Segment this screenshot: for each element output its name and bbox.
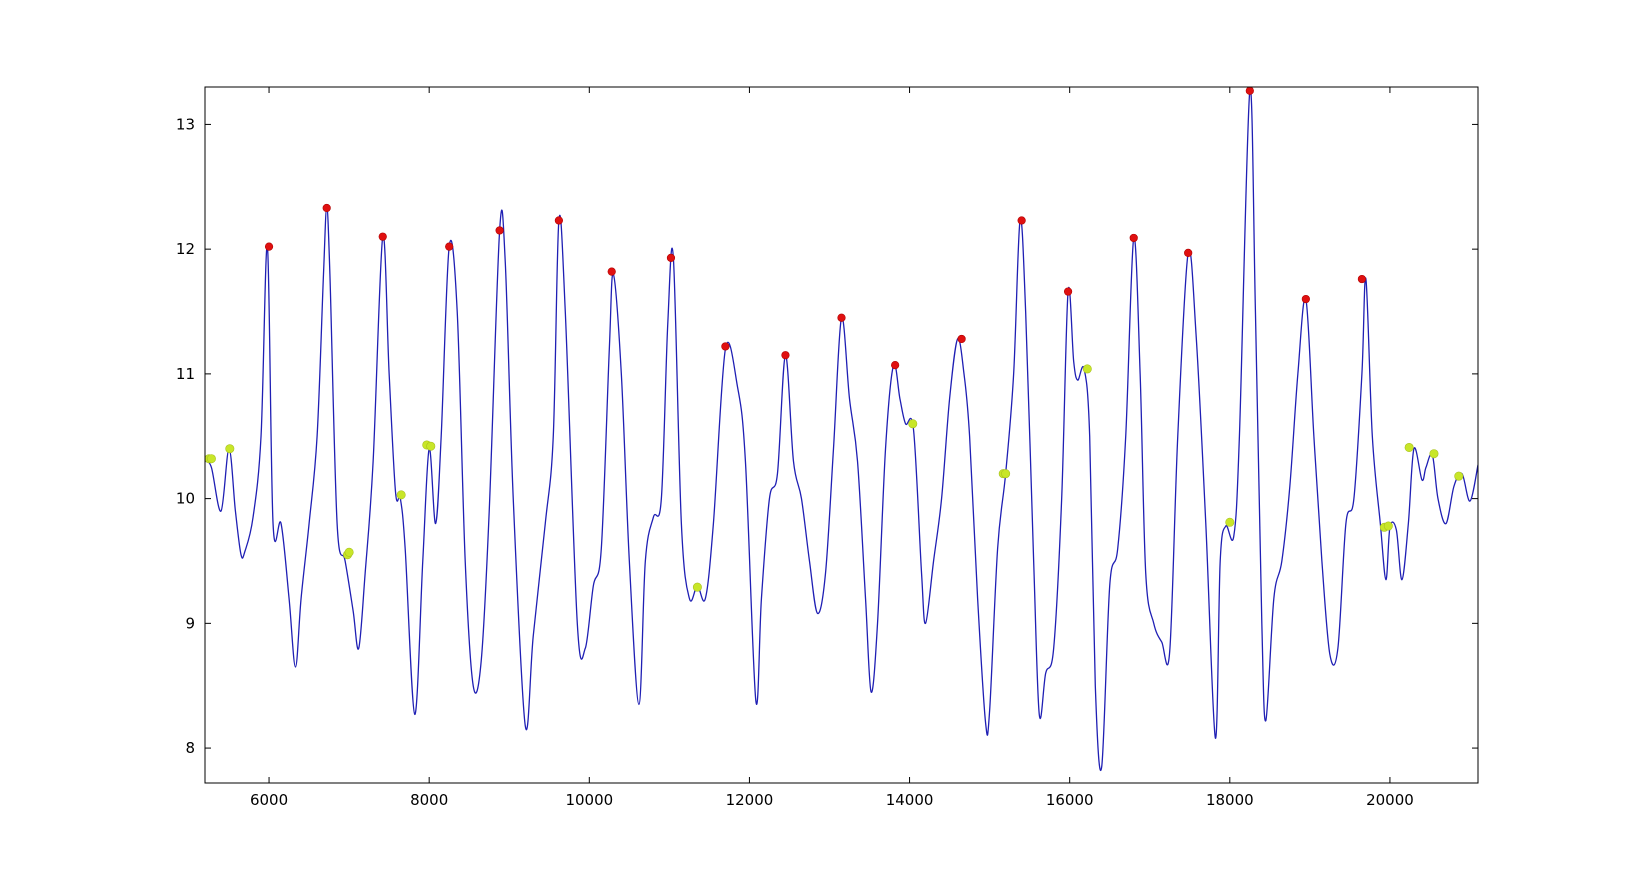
x-tick-label: 6000 [250,791,288,809]
peak-point [1357,274,1367,284]
secondary-point [396,490,406,500]
x-tick-label: 10000 [565,791,613,809]
axes: 6000 8000 10000 12000 14000 16000 18000 20000 8 9… [176,86,1479,809]
peak-point [721,342,730,351]
secondary-point [206,454,216,464]
peak-point [607,267,616,276]
peak-point [957,334,966,344]
secondary-point [1454,471,1464,481]
peak-point [1017,216,1026,225]
y-tick-label: 12 [176,240,195,258]
secondary-point [1383,521,1393,531]
y-tick-label: 11 [176,365,195,383]
peak-point [554,216,563,225]
peak-point [378,232,387,241]
peak-point [837,313,846,322]
secondary-point [1225,517,1235,527]
peak-point [1245,86,1254,95]
y-tick-label: 10 [176,490,195,508]
peak-point [322,203,331,213]
y-tick-label: 13 [176,115,195,133]
signal-line [205,88,1478,771]
peak-point [666,253,676,262]
plot-content [205,88,1478,771]
x-tick-label: 14000 [886,791,934,809]
secondary-point [1404,442,1414,452]
x-tick-label: 8000 [410,791,448,809]
secondary-point [1001,469,1011,479]
y-tick-label: 9 [185,614,195,632]
x-tick-label: 20000 [1366,791,1414,809]
peak-point [1063,287,1073,296]
axes-frame [204,86,1479,784]
y-tick-label: 8 [185,739,195,757]
secondary-point [908,419,918,429]
peak-point [781,351,790,360]
secondary-point [225,444,235,454]
secondary-point [1082,364,1092,374]
secondary-point [1429,449,1439,459]
secondary-point [692,582,702,592]
x-tick-label: 18000 [1206,791,1254,809]
x-tick-label: 16000 [1046,791,1094,809]
peak-point [445,242,454,251]
peak-point [1184,248,1193,257]
plot-area [204,86,1478,771]
peak-point [264,242,274,251]
peak-point [495,226,504,235]
peak-point [891,361,900,370]
secondary-point [426,441,436,451]
peak-point [1129,233,1138,243]
secondary-point [344,547,354,557]
x-tick-label: 12000 [726,791,774,809]
peak-point [1301,294,1310,304]
